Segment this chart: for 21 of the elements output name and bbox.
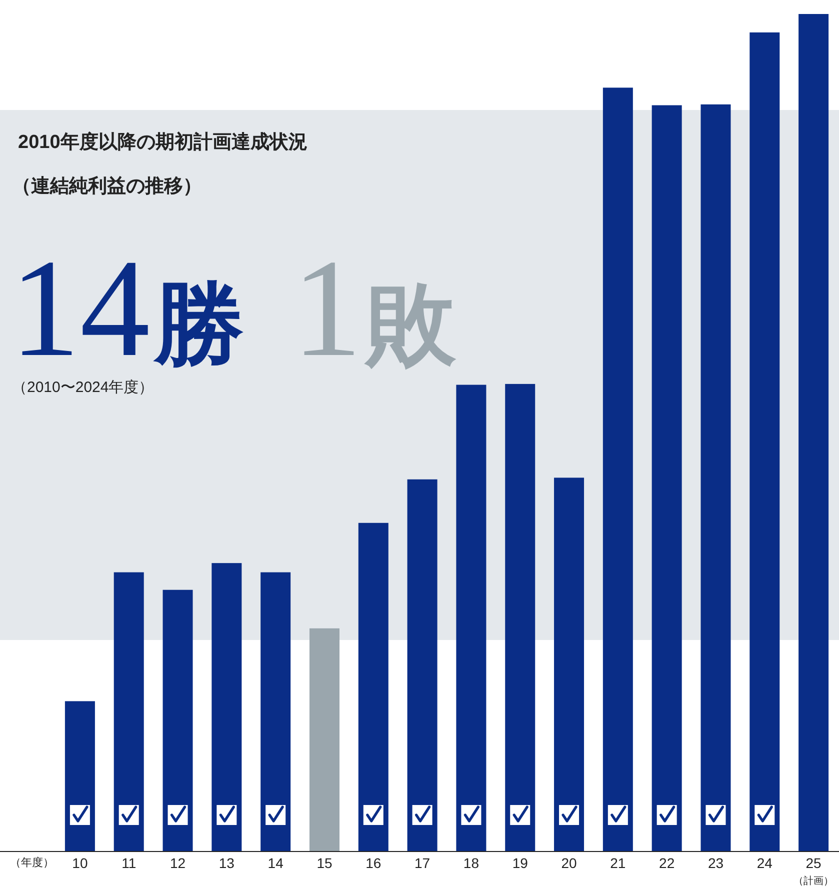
x-tick-label: 25 [806, 855, 822, 871]
x-tick-label: 13 [218, 855, 235, 871]
x-tick-label: 18 [463, 855, 480, 871]
x-tick-label: 22 [659, 855, 675, 871]
text: （連結純利益の推移） [12, 175, 202, 197]
x-tick-label: 16 [366, 855, 382, 871]
x-axis-title: （年度） [10, 856, 54, 869]
x-tick-label: 11 [122, 855, 136, 871]
x-tick-label: 19 [512, 855, 528, 871]
x-tick-label: 23 [708, 855, 724, 871]
x-tick-label: 10 [72, 855, 88, 871]
x-tick-label: 17 [414, 855, 430, 871]
x-tick-label: 21 [610, 855, 626, 871]
x-tick-label: 14 [268, 855, 284, 871]
x-tick-label: 24 [756, 855, 773, 871]
x-tick-label: 12 [170, 855, 186, 871]
text: 2010年度以降の期初計画達成状況 [18, 131, 308, 153]
annotation: 1敗 [292, 231, 457, 386]
x-tick-label: 15 [316, 855, 332, 871]
x-tick-label: 20 [561, 855, 578, 871]
text: （計画） [794, 875, 834, 887]
